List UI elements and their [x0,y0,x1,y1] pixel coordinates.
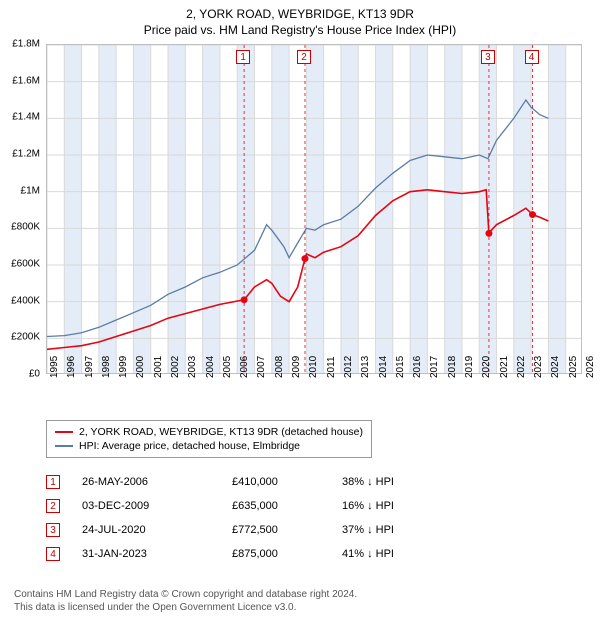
y-tick-label: £1M [21,185,40,196]
sales-table: 1 26-MAY-2006 £410,000 38% ↓ HPI 2 03-DE… [46,470,462,566]
x-tick-label: 2012 [343,356,354,378]
footer-line2: This data is licensed under the Open Gov… [14,601,357,614]
x-tick-label: 2010 [308,356,319,378]
sale-date: 24-JUL-2020 [82,524,232,536]
x-tick-label: 2014 [378,356,389,378]
sale-delta: 38% ↓ HPI [342,476,462,488]
footer: Contains HM Land Registry data © Crown c… [14,588,357,614]
x-tick-label: 2013 [360,356,371,378]
y-tick-label: £1.4M [12,112,40,123]
sale-marker-label: 1 [236,50,250,64]
chart-title-block: 2, YORK ROAD, WEYBRIDGE, KT13 9DR Price … [0,0,600,38]
sale-id-box: 1 [46,475,60,489]
legend-row: 2, YORK ROAD, WEYBRIDGE, KT13 9DR (detac… [55,425,363,439]
sale-id-box: 3 [46,523,60,537]
sale-id-box: 2 [46,499,60,513]
x-tick-label: 2021 [499,356,510,378]
x-tick-label: 2005 [222,356,233,378]
sale-marker-label: 4 [525,50,539,64]
x-tick-label: 2003 [187,356,198,378]
legend: 2, YORK ROAD, WEYBRIDGE, KT13 9DR (detac… [46,420,372,458]
x-tick-label: 2019 [464,356,475,378]
x-tick-label: 2011 [326,356,337,378]
x-tick-label: 2000 [135,356,146,378]
x-tick-label: 2004 [205,356,216,378]
x-tick-label: 1995 [49,356,60,378]
chart-wrap: £0£200K£400K£600K£800K£1M£1.2M£1.4M£1.6M… [46,44,582,374]
y-tick-label: £600K [11,259,40,270]
sale-date: 26-MAY-2006 [82,476,232,488]
x-tick-label: 2024 [550,356,561,378]
x-tick-label: 2015 [395,356,406,378]
y-tick-label: £200K [11,332,40,343]
x-tick-label: 2001 [153,356,164,378]
sales-row: 1 26-MAY-2006 £410,000 38% ↓ HPI [46,470,462,494]
x-tick-label: 2026 [585,356,596,378]
sale-price: £772,500 [232,524,342,536]
footer-line1: Contains HM Land Registry data © Crown c… [14,588,357,601]
sales-row: 3 24-JUL-2020 £772,500 37% ↓ HPI [46,518,462,542]
sales-row: 2 03-DEC-2009 £635,000 16% ↓ HPI [46,494,462,518]
x-tick-label: 2002 [170,356,181,378]
x-tick-label: 2009 [291,356,302,378]
x-tick-label: 2008 [274,356,285,378]
sale-marker-label: 3 [481,50,495,64]
x-tick-label: 1998 [101,356,112,378]
x-tick-label: 2023 [533,356,544,378]
sale-marker-label: 2 [297,50,311,64]
sale-price: £410,000 [232,476,342,488]
x-tick-label: 2020 [481,356,492,378]
legend-label: HPI: Average price, detached house, Elmb… [79,440,300,452]
sale-date: 31-JAN-2023 [82,548,232,560]
y-tick-label: £1.6M [12,75,40,86]
legend-label: 2, YORK ROAD, WEYBRIDGE, KT13 9DR (detac… [79,426,363,438]
legend-swatch [55,431,73,433]
sale-price: £875,000 [232,548,342,560]
x-tick-label: 1997 [84,356,95,378]
page: 2, YORK ROAD, WEYBRIDGE, KT13 9DR Price … [0,0,600,620]
sales-row: 4 31-JAN-2023 £875,000 41% ↓ HPI [46,542,462,566]
x-tick-label: 1999 [118,356,129,378]
x-tick-label: 1996 [66,356,77,378]
legend-swatch [55,445,73,447]
chart-svg [47,45,582,374]
y-tick-label: £1.2M [12,149,40,160]
x-tick-label: 2006 [239,356,250,378]
x-tick-label: 2018 [447,356,458,378]
plot-area [46,44,582,374]
sale-delta: 37% ↓ HPI [342,524,462,536]
x-tick-label: 2007 [256,356,267,378]
chart-title-line1: 2, YORK ROAD, WEYBRIDGE, KT13 9DR [0,6,600,22]
sale-delta: 41% ↓ HPI [342,548,462,560]
sale-price: £635,000 [232,500,342,512]
y-tick-label: £0 [29,369,40,380]
x-tick-label: 2022 [516,356,527,378]
y-tick-label: £800K [11,222,40,233]
chart-title-line2: Price paid vs. HM Land Registry's House … [0,22,600,38]
sale-delta: 16% ↓ HPI [342,500,462,512]
y-tick-label: £400K [11,295,40,306]
y-tick-label: £1.8M [12,39,40,50]
x-tick-label: 2017 [429,356,440,378]
x-tick-label: 2016 [412,356,423,378]
legend-row: HPI: Average price, detached house, Elmb… [55,439,363,453]
sale-date: 03-DEC-2009 [82,500,232,512]
sale-id-box: 4 [46,547,60,561]
x-tick-label: 2025 [568,356,579,378]
